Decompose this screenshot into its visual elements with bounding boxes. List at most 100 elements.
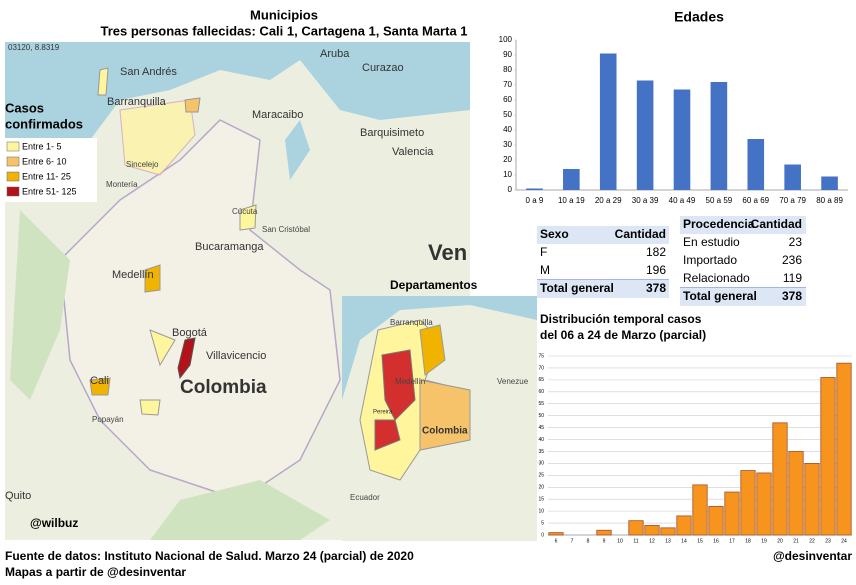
bar (740, 470, 756, 536)
bar (756, 472, 772, 536)
chart-title: Edades (674, 9, 724, 25)
place-label: San Cristóbal (262, 225, 310, 234)
bar (788, 451, 804, 536)
colombia (59, 119, 341, 501)
marker (97, 67, 109, 96)
chart-subtitle: del 06 a 24 de Marzo (parcial) (540, 328, 706, 342)
region (419, 379, 471, 451)
chart-title: Distribución temporal casos (540, 312, 702, 326)
y-tick-label: 55 (538, 401, 544, 407)
place-label: Pereira (373, 410, 393, 416)
table-header (680, 216, 806, 234)
y-tick-label: 25 (538, 473, 544, 479)
country-label: Colombia (422, 426, 468, 437)
table-cell: 119 (783, 271, 802, 285)
y-tick-label: 30 (538, 461, 544, 467)
y-tick-label: 0 (508, 185, 513, 194)
x-tick-label: 10 a 19 (558, 196, 585, 205)
y-tick-label: 15 (538, 497, 544, 503)
legend-label: Entre 11- 25 (22, 171, 71, 181)
x-tick-label: 23 (825, 538, 831, 544)
y-tick-label: 70 (503, 80, 512, 89)
table-total-cell: Total general (540, 281, 614, 295)
place-label: Aruba (320, 48, 350, 60)
table-header-cell: Procedencia (683, 217, 755, 231)
x-tick-label: 13 (665, 538, 671, 544)
x-tick-label: 18 (745, 538, 751, 544)
place-label: Bogotá (172, 327, 208, 339)
map-subtitle: Tres personas fallecidas: Cali 1, Cartag… (100, 23, 467, 38)
y-tick-label: 75 (538, 353, 544, 359)
place-label: Barquisimeto (360, 127, 424, 139)
y-tick-label: 10 (538, 508, 544, 514)
table-total (537, 280, 669, 298)
table-header (537, 226, 669, 244)
country-label: Colombia (180, 377, 267, 398)
place-label: Valencia (392, 146, 434, 158)
place-label: Villavicencio (206, 350, 266, 362)
table-cell: En estudio (683, 235, 740, 249)
legend-label: Entre 1- 5 (22, 141, 62, 151)
y-tick-label: 40 (538, 437, 544, 443)
bar (772, 422, 788, 536)
bar (596, 529, 612, 536)
place-label: Ecuador (350, 493, 380, 502)
footer-handle: @desinventar (773, 549, 852, 563)
bar (644, 525, 660, 536)
x-tick-label: 20 (777, 538, 783, 544)
legend-title: Casos (5, 100, 44, 115)
bar (636, 80, 654, 190)
y-tick-label: 60 (503, 95, 512, 104)
x-tick-label: 11 (633, 538, 638, 544)
x-tick-label: 17 (729, 538, 735, 544)
table-cell: Importado (683, 253, 737, 267)
bar (804, 462, 820, 536)
place-label: Bucaramanga (195, 241, 264, 253)
x-tick-label: 19 (761, 538, 767, 544)
bar (599, 53, 617, 190)
x-tick-label: 40 a 49 (669, 196, 696, 205)
y-tick-label: 65 (538, 377, 544, 383)
bar (548, 532, 564, 536)
table-total-cell: 378 (646, 281, 666, 295)
bar (724, 491, 740, 536)
y-tick-label: 50 (538, 413, 544, 419)
place-label: Venezue (497, 377, 529, 386)
table-header-cell: Cantidad (615, 227, 666, 241)
x-tick-label: 15 (697, 538, 703, 544)
legend-box (5, 138, 97, 202)
table-cell: F (540, 245, 547, 259)
marker (89, 264, 161, 396)
marker (184, 97, 201, 113)
y-tick-label: 20 (538, 485, 544, 491)
x-tick-label: 7 (571, 538, 574, 544)
legend-swatch (6, 156, 20, 167)
bar (836, 362, 852, 536)
legend-swatch (6, 186, 20, 197)
y-tick-label: 80 (503, 65, 512, 74)
x-tick-label: 6 (555, 538, 558, 544)
region (419, 324, 446, 376)
table-header-cell: Cantidad (751, 217, 802, 231)
x-tick-label: 22 (809, 538, 815, 544)
place-label: Barranquilla (390, 318, 433, 327)
table-total-cell: Total general (683, 289, 757, 303)
region (374, 349, 416, 451)
y-tick-label: 35 (538, 449, 544, 455)
marker (177, 337, 196, 380)
x-tick-label: 0 a 9 (526, 196, 544, 205)
bar (821, 176, 838, 190)
y-tick-label: 10 (503, 170, 512, 179)
coords: 03120, 8.8319 (8, 43, 60, 52)
inset-title: Departamentos (390, 278, 478, 292)
x-tick-label: 12 (649, 538, 655, 544)
y-tick-label: 5 (541, 520, 544, 526)
x-tick-label: 70 a 79 (779, 196, 806, 205)
table-cell: M (540, 263, 550, 277)
y-tick-label: 30 (503, 140, 512, 149)
footer-source: Fuente de datos: Instituto Nacional de S… (5, 549, 414, 563)
marker (119, 99, 196, 176)
place-label: Curazao (362, 62, 404, 74)
place-label: Cali (90, 375, 109, 387)
